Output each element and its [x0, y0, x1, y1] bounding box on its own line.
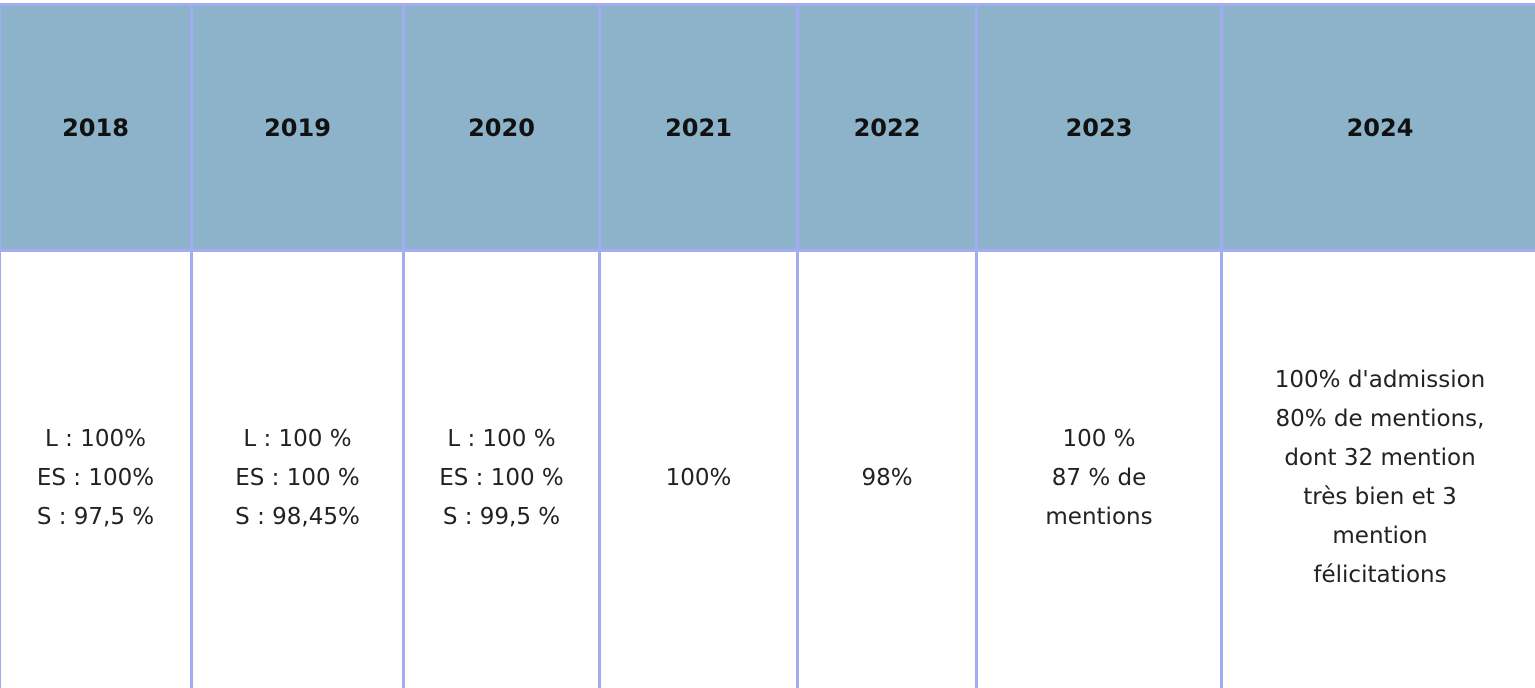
cell-line: félicitations: [1313, 562, 1447, 588]
cell-line: L : 100%: [45, 425, 146, 452]
cell-line: 87 % de: [1051, 464, 1147, 491]
cell-line: très bien et 3: [1303, 484, 1457, 510]
cell-line: mentions: [1045, 503, 1153, 530]
cell-line: mention: [1332, 523, 1428, 549]
cell-line: ES : 100%: [36, 464, 155, 491]
cell-line: 80% de mentions,: [1275, 406, 1485, 432]
header-cell: 2023: [975, 3, 1223, 252]
header-cell: 2022: [796, 3, 978, 252]
cell-line: S : 98,45%: [235, 503, 360, 530]
data-cell: L : 100 % ES : 100 % S : 98,45%: [190, 249, 405, 688]
cell-line: 100% d'admission: [1274, 367, 1486, 393]
data-cell: 100%: [598, 249, 799, 688]
cell-line: ES : 100 %: [439, 464, 564, 491]
header-row: 2018 2019 2020 2021 2022 2023 2024: [0, 3, 1535, 252]
data-cell: 100 % 87 % de mentions: [975, 249, 1223, 688]
results-table: 2018 2019 2020 2021 2022 2023 2024 L : 100% ES …: [0, 3, 1535, 688]
cell-line: 100%: [665, 464, 732, 491]
data-row: L : 100% ES : 100% S : 97,5 % L : 100 % ES :…: [0, 249, 1535, 688]
header-cell: 2018: [0, 3, 193, 252]
cell-line: L : 100 %: [243, 425, 352, 452]
data-cell: L : 100% ES : 100% S : 97,5 %: [0, 249, 193, 688]
cell-line: S : 97,5 %: [36, 503, 155, 530]
data-cell: 100% d'admission 80% de mentions, dont 32 …: [1220, 249, 1535, 688]
cell-line: 100 %: [1062, 425, 1136, 452]
cell-line: S : 99,5 %: [442, 503, 561, 530]
header-cell: 2019: [190, 3, 405, 252]
cell-line: 98%: [861, 464, 913, 491]
table-container: 2018 2019 2020 2021 2022 2023 2024 L : 100% ES …: [0, 3, 1535, 688]
header-cell: 2021: [598, 3, 799, 252]
header-cell: 2024: [1220, 3, 1535, 252]
cell-line: ES : 100 %: [235, 464, 360, 491]
cell-line: L : 100 %: [447, 425, 556, 452]
cell-line: dont 32 mention: [1284, 445, 1476, 471]
data-cell: L : 100 % ES : 100 % S : 99,5 %: [402, 249, 601, 688]
header-cell: 2020: [402, 3, 601, 252]
data-cell: 98%: [796, 249, 978, 688]
